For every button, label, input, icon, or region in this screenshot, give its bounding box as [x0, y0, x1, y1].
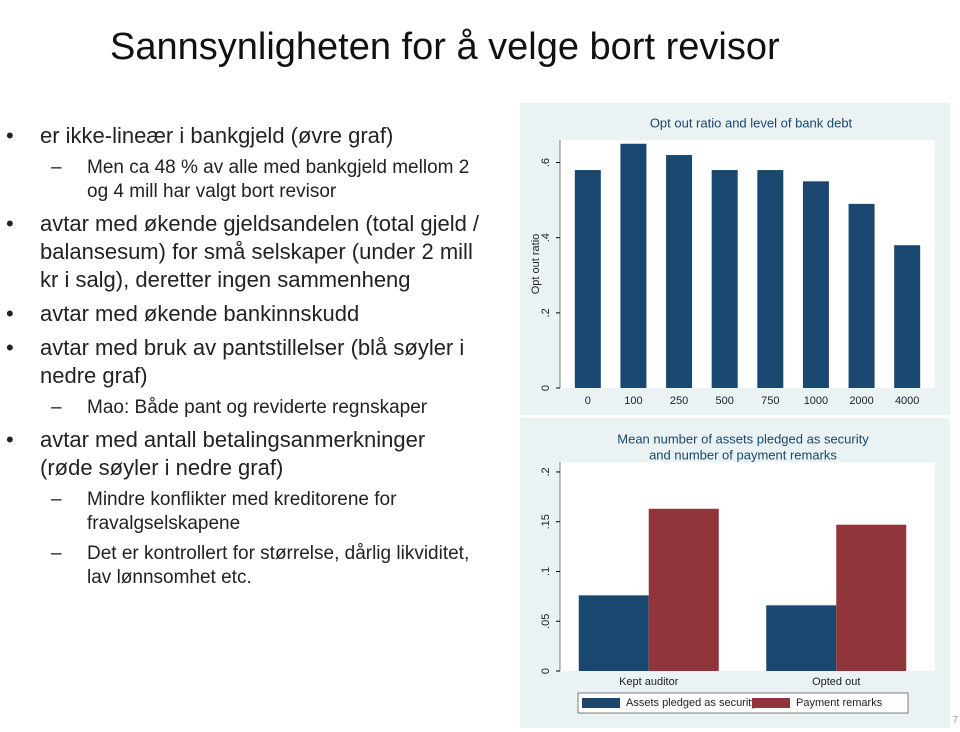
bullet: er ikke-lineær i bankgjeld (øvre graf) — [6, 122, 480, 150]
legend — [577, 692, 909, 714]
bar — [757, 170, 784, 388]
slide-title: Sannsynligheten for å velge bort revisor — [110, 26, 780, 68]
y-tick-label: .05 — [540, 614, 552, 629]
bullet: avtar med økende gjeldsandelen (total gj… — [6, 210, 480, 294]
bar — [848, 203, 875, 388]
sub-bullet: Mindre konflikter med kreditorene for fr… — [51, 488, 487, 536]
legend-label: Payment remarks — [796, 697, 883, 709]
x-tick-label: 1000 — [804, 395, 828, 407]
page-number: 7 — [952, 715, 958, 726]
bar — [648, 508, 719, 671]
sub-bullet: Det er kontrollert for størrelse, dårlig… — [51, 542, 487, 590]
legend-swatch — [582, 698, 620, 708]
chart-title: Opt out ratio and level of bank debt — [650, 115, 853, 130]
bullet: avtar med bruk av pantstillelser (blå sø… — [6, 334, 480, 390]
y-tick-label: .2 — [540, 308, 552, 317]
y-tick-label: .15 — [540, 514, 552, 529]
y-tick-label: .6 — [540, 158, 552, 167]
bar — [894, 245, 921, 388]
bullet-list: er ikke-lineær i bankgjeld (øvre graf) Me… — [0, 116, 500, 590]
y-tick-label: 0 — [540, 385, 552, 391]
legend-label: Assets pledged as security — [626, 697, 757, 709]
bullet: avtar med antall betalingsanmerkninger (… — [6, 426, 480, 482]
y-tick-label: .2 — [540, 467, 552, 476]
bar — [711, 170, 738, 388]
x-tick-label: 100 — [624, 395, 642, 407]
chart-title: Mean number of assets pledged as securit… — [617, 431, 869, 446]
x-tick-label: 2000 — [849, 395, 873, 407]
x-tick-label: Kept auditor — [619, 676, 679, 688]
y-tick-label: .1 — [540, 567, 552, 576]
bullet: avtar med økende bankinnskudd — [6, 300, 480, 328]
bar — [766, 605, 837, 671]
bar — [574, 170, 601, 388]
legend-swatch — [752, 698, 790, 708]
chart-title: and number of payment remarks — [649, 447, 837, 462]
x-tick-label: 250 — [670, 395, 688, 407]
bar — [578, 595, 649, 671]
sub-bullet: Mao: Både pant og reviderte regnskaper — [51, 396, 487, 420]
plot-area — [560, 140, 935, 388]
bar — [802, 181, 829, 388]
bar — [620, 143, 647, 388]
y-axis-label: Opt out ratio — [530, 234, 542, 295]
bar — [666, 155, 693, 388]
x-tick-label: 750 — [761, 395, 779, 407]
x-tick-label: Opted out — [812, 676, 860, 688]
y-tick-label: 0 — [540, 668, 552, 674]
x-tick-label: 500 — [716, 395, 734, 407]
bar — [836, 524, 907, 671]
x-tick-label: 4000 — [895, 395, 919, 407]
sub-bullet: Men ca 48 % av alle med bankgjeld mellom… — [51, 156, 487, 204]
x-tick-label: 0 — [585, 395, 591, 407]
y-tick-label: .4 — [540, 233, 552, 242]
